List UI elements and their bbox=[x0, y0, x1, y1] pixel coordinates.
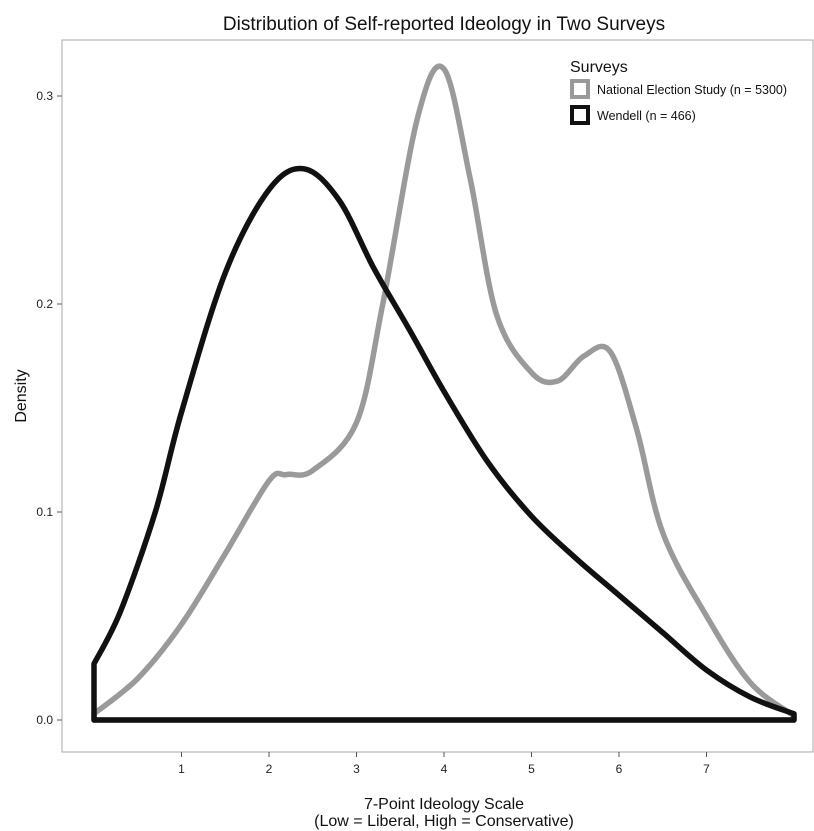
y-axis: 0.0 0.1 0.2 0.3 bbox=[36, 89, 62, 727]
x-axis: 1 2 3 4 5 6 7 bbox=[178, 752, 710, 776]
x-tick-label: 2 bbox=[266, 762, 273, 776]
y-tick-label: 0.3 bbox=[36, 89, 53, 103]
legend-title: Surveys bbox=[570, 59, 628, 76]
x-axis-title-line2: (Low = Liberal, High = Conservative) bbox=[314, 813, 574, 830]
x-tick-label: 7 bbox=[703, 762, 710, 776]
x-tick-label: 4 bbox=[441, 762, 448, 776]
y-tick-label: 0.2 bbox=[36, 297, 53, 311]
x-tick-label: 1 bbox=[178, 762, 185, 776]
series-wendell bbox=[91, 165, 797, 723]
y-axis-title: Density bbox=[13, 369, 30, 422]
y-tick-label: 0.0 bbox=[36, 713, 53, 727]
x-tick-label: 5 bbox=[528, 762, 535, 776]
series-layer bbox=[91, 63, 797, 723]
plot-panel bbox=[61, 39, 814, 753]
legend-key-national-election-study bbox=[570, 79, 590, 99]
x-tick-label: 3 bbox=[353, 762, 360, 776]
legend-key-wendell bbox=[570, 105, 590, 125]
legend: Surveys National Election Study (n = 530… bbox=[570, 59, 787, 125]
legend-label-wendell: Wendell (n = 466) bbox=[597, 109, 696, 123]
x-tick-label: 6 bbox=[616, 762, 623, 776]
legend-label-national-election-study: National Election Study (n = 5300) bbox=[597, 83, 787, 97]
chart-title: Distribution of Self-reported Ideology i… bbox=[223, 14, 665, 35]
series-national-election-study bbox=[91, 63, 797, 723]
x-axis-title-line1: 7-Point Ideology Scale bbox=[364, 796, 524, 813]
y-tick-label: 0.1 bbox=[36, 505, 53, 519]
